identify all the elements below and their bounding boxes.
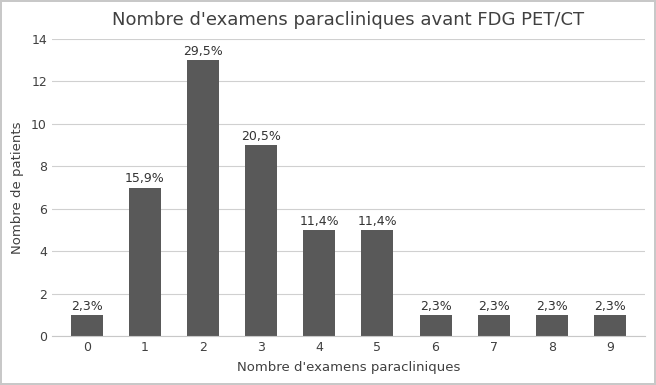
Bar [245, 145, 277, 336]
Text: 29,5%: 29,5% [183, 45, 223, 58]
Text: 2,3%: 2,3% [71, 300, 102, 313]
Text: 15,9%: 15,9% [125, 172, 165, 186]
Bar [420, 315, 451, 336]
Text: 20,5%: 20,5% [241, 130, 281, 143]
Bar [536, 315, 568, 336]
Text: 2,3%: 2,3% [594, 300, 626, 313]
Bar [478, 315, 510, 336]
Text: 2,3%: 2,3% [420, 300, 451, 313]
Bar [594, 315, 626, 336]
Text: 2,3%: 2,3% [478, 300, 510, 313]
Text: 2,3%: 2,3% [536, 300, 567, 313]
Y-axis label: Nombre de patients: Nombre de patients [11, 121, 24, 254]
Bar [303, 230, 335, 336]
Bar [187, 60, 219, 336]
Bar [71, 315, 103, 336]
X-axis label: Nombre d'examens paracliniques: Nombre d'examens paracliniques [237, 361, 460, 374]
Bar [129, 187, 161, 336]
Title: Nombre d'examens paracliniques avant FDG PET/CT: Nombre d'examens paracliniques avant FDG… [112, 11, 584, 29]
Text: 11,4%: 11,4% [299, 215, 339, 228]
Text: 11,4%: 11,4% [358, 215, 398, 228]
Bar [361, 230, 394, 336]
